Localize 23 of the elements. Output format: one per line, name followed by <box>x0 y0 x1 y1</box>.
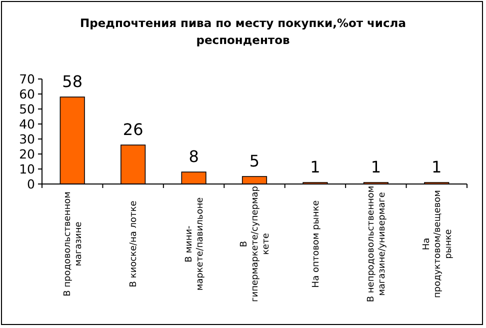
data-label: 1 <box>370 158 382 176</box>
data-label: 8 <box>188 147 199 166</box>
x-tick-label: В продовольственном магазине <box>63 192 84 296</box>
y-tick-label: 30 <box>19 131 36 146</box>
x-tick-label: В мини-маркете/павильоне <box>184 196 206 291</box>
y-tick-label: 70 <box>19 71 36 86</box>
data-label: 26 <box>122 120 144 139</box>
y-tick-label: 50 <box>19 101 36 116</box>
y-tick-label: 60 <box>19 86 36 102</box>
chart-title: Предпочтения пива по месту покупки,%от числа респондентов <box>80 16 406 47</box>
data-label: 1 <box>310 158 320 176</box>
x-tick-label: В киоске/на лотке <box>129 200 140 288</box>
x-tick-label: На оптовом рынке <box>311 200 322 288</box>
y-tick-label: 40 <box>19 116 36 132</box>
y-tick-label: 10 <box>19 161 36 176</box>
data-label: 58 <box>62 72 83 91</box>
data-label: 1 <box>432 158 442 176</box>
x-tick-label: На продуктовом/вещевом рынке <box>422 190 454 298</box>
x-tick-label: В гипермаркете/супермаркете <box>240 186 272 302</box>
y-tick-label: 20 <box>19 146 36 162</box>
x-tick-label: В непродовольственном магазине/универмаге <box>366 186 388 302</box>
data-label: 5 <box>249 152 260 170</box>
y-tick-label: 0 <box>27 176 36 192</box>
